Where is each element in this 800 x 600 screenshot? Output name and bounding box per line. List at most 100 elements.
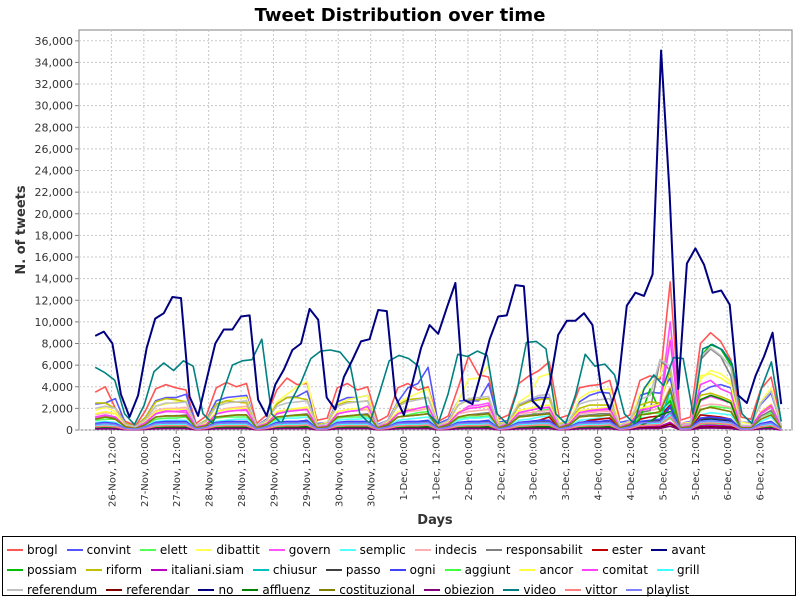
y-tick-label: 10,000 (35, 316, 74, 329)
x-tick-label: 29-Nov, 00:00 (269, 436, 280, 507)
legend-swatch (268, 549, 285, 551)
legend-swatch (444, 569, 461, 571)
legend-label: govern (288, 543, 331, 557)
legend-entry: referendar (106, 580, 189, 600)
legend-swatch (651, 549, 668, 551)
legend-swatch (414, 549, 431, 551)
legend-entry: convint (66, 540, 131, 560)
legend-entry: semplic (339, 540, 406, 560)
legend-label: brogl (27, 543, 58, 557)
legend-entry: playlist (626, 580, 689, 600)
series-line-costituzional (95, 388, 782, 430)
y-tick-label: 30,000 (35, 100, 74, 113)
legend-swatch (106, 589, 123, 591)
x-tick-label: 1-Dec, 00:00 (399, 436, 410, 501)
legend-label: passo (345, 563, 381, 577)
x-tick-label: 6-Dec, 00:00 (723, 436, 734, 501)
legend-swatch (242, 589, 259, 591)
legend-entry: costituzional (319, 580, 415, 600)
legend-label: avant (671, 543, 706, 557)
legend-label: comitat (602, 563, 648, 577)
legend-swatch (656, 569, 673, 571)
legend-entry: referendum (7, 580, 97, 600)
legend-swatch (7, 569, 23, 571)
legend-entry: comitat (582, 560, 648, 580)
legend-swatch (424, 589, 441, 591)
legend-label: riform (105, 563, 143, 577)
y-tick-label: 22,000 (35, 186, 74, 199)
legend-entry: govern (268, 540, 331, 560)
y-tick-label: 6,000 (42, 359, 74, 372)
legend-swatch (7, 549, 23, 551)
x-axis-label: Days (417, 513, 453, 528)
x-tick-label: 4-Dec, 12:00 (626, 436, 637, 501)
legend-swatch (139, 549, 156, 551)
legend-swatch (151, 569, 168, 571)
legend-label: aggiunt (464, 563, 511, 577)
legend-entry: aggiunt (444, 560, 511, 580)
y-tick-label: 2,000 (42, 402, 74, 415)
x-tick-label: 2-Dec, 12:00 (496, 436, 507, 501)
y-tick-label: 12,000 (35, 294, 74, 307)
legend-label: convint (86, 543, 131, 557)
y-tick-label: 0 (66, 424, 73, 437)
x-tick-label: 26-Nov, 12:00 (107, 436, 118, 507)
x-tick-label: 3-Dec, 00:00 (529, 436, 540, 501)
y-tick-label: 18,000 (35, 229, 74, 242)
series-line-video (94, 338, 782, 426)
x-tick-label: 28-Nov, 12:00 (237, 436, 248, 507)
legend-label: referendum (27, 583, 98, 597)
legend-entry: passo (325, 560, 381, 580)
legend-swatch (582, 569, 599, 571)
legend-label: referendar (126, 583, 190, 597)
y-tick-label: 26,000 (35, 143, 74, 156)
legend-label: affluenz (262, 583, 311, 597)
legend-label: ester (611, 543, 643, 557)
legend-swatch (626, 589, 643, 591)
y-tick-label: 8,000 (42, 338, 74, 351)
legend-entry: indecis (414, 540, 477, 560)
x-gridlines (110, 30, 761, 430)
series-line-referendum (95, 346, 782, 428)
legend-swatch (503, 589, 520, 591)
y-tick-label: 34,000 (35, 56, 74, 69)
legend-entry: italiani.siam (151, 560, 244, 580)
series-lines (94, 49, 783, 431)
legend-swatch (198, 589, 215, 591)
legend-label: responsabilit (505, 543, 583, 557)
x-tick-label: 5-Dec, 12:00 (691, 436, 702, 501)
legend-label: dibattit (216, 543, 260, 557)
legend-entry: ester (591, 540, 643, 560)
chart-title: Tweet Distribution over time (255, 5, 546, 26)
x-tick-label: 3-Dec, 12:00 (561, 436, 572, 501)
legend-label: possiam (27, 563, 77, 577)
legend-entry: ogni (389, 560, 436, 580)
legend: brogl convint elett dibattit govern semplic in… (2, 536, 796, 597)
legend-swatch (66, 549, 83, 551)
legend-label: no (218, 583, 234, 597)
legend-label: obiezion (444, 583, 495, 597)
legend-entry: elett (139, 540, 188, 560)
legend-entry: video (503, 580, 556, 600)
legend-label: ancor (539, 563, 574, 577)
legend-swatch (389, 569, 406, 571)
legend-swatch (485, 549, 502, 551)
legend-swatch (7, 589, 23, 591)
series-line-playlist (95, 411, 782, 430)
legend-swatch (319, 589, 336, 591)
legend-label: playlist (646, 583, 690, 597)
line-chart: Tweet Distribution over time 0 2,000 4,000… (14, 5, 793, 528)
legend-label: vittor (585, 583, 618, 597)
x-axis-ticks: 26-Nov, 12:00 27-Nov, 00:00 27-Nov, 12:00 2… (107, 430, 767, 507)
legend-entry: ancor (519, 560, 573, 580)
legend-label: elett (159, 543, 188, 557)
legend-swatch (252, 569, 269, 571)
legend-entry: no (198, 580, 233, 600)
legend-entry: vittor (565, 580, 617, 600)
y-tick-label: 16,000 (35, 251, 74, 264)
legend-entry: affluenz (242, 580, 310, 600)
y-tick-label: 36,000 (35, 35, 74, 48)
series-line-no (94, 49, 783, 418)
x-tick-label: 2-Dec, 00:00 (464, 436, 475, 501)
legend-entry: grill (656, 560, 700, 580)
